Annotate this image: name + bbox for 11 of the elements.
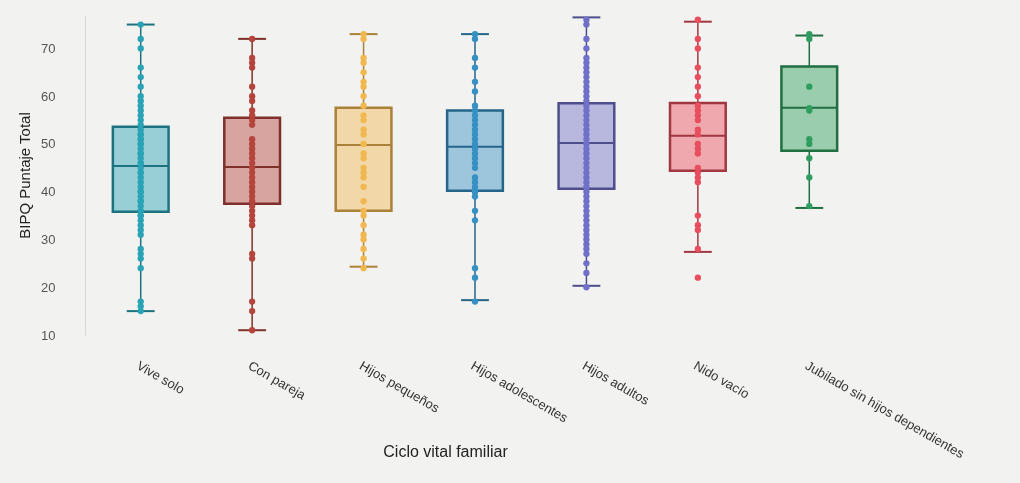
y-tick-label: 40 [41, 184, 56, 200]
y-tick-label: 10 [41, 327, 56, 343]
x-axis-title: Ciclo vital familiar [383, 442, 509, 460]
y-tick-label: 60 [41, 88, 56, 104]
y-tick-label: 30 [41, 231, 56, 247]
y-tick-label: 20 [41, 279, 56, 295]
x-tick-label: Vive solo [134, 357, 188, 398]
y-axis-title: BIPQ Puntaje Total [16, 112, 34, 239]
y-tick-label: 70 [41, 40, 56, 56]
y-tick-label: 50 [41, 136, 56, 152]
x-tick-label: Nido vacío [691, 357, 753, 402]
